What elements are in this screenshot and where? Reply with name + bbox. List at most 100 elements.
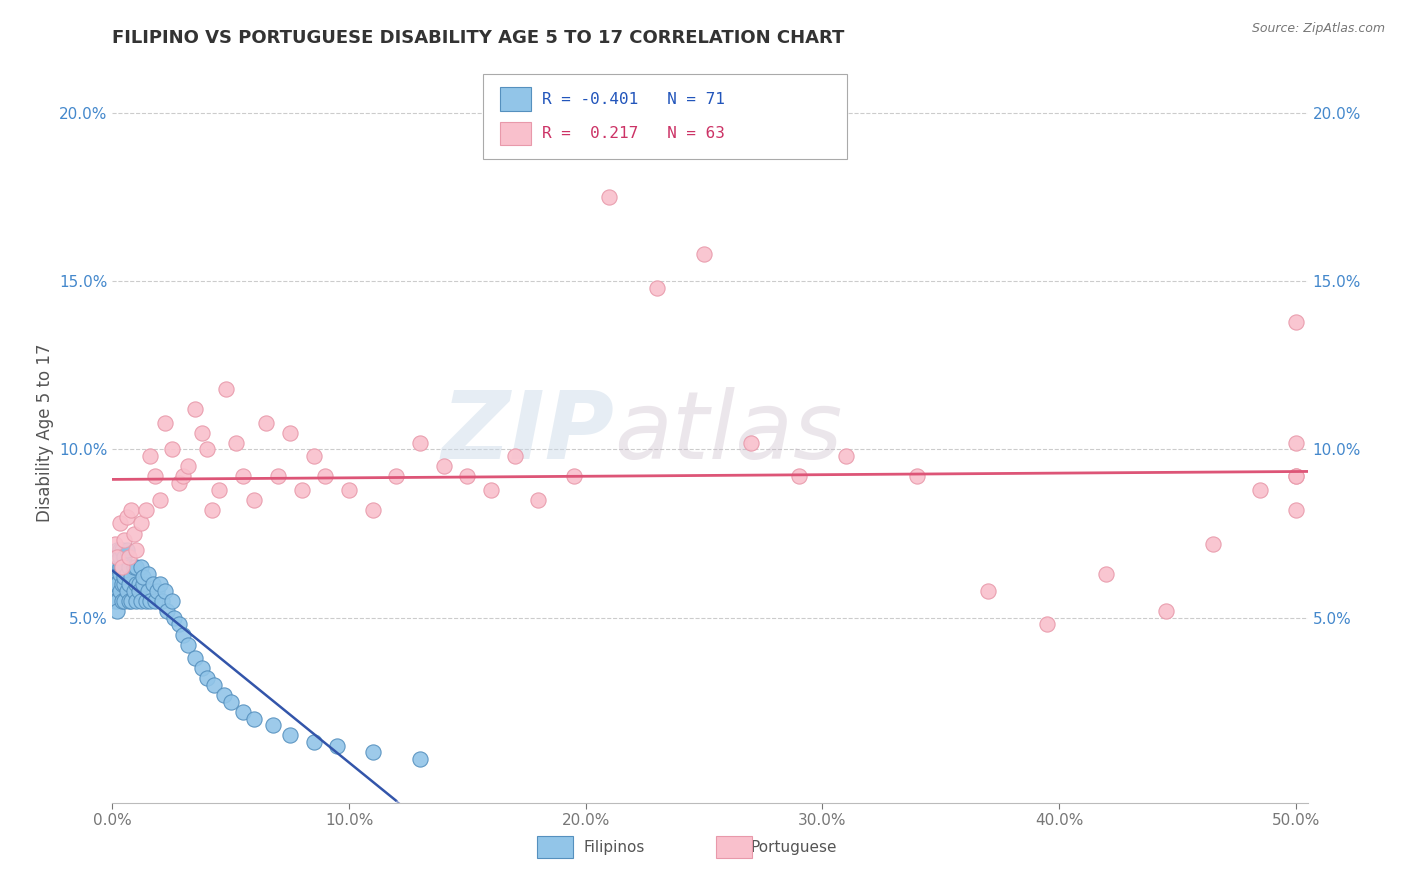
Point — [337, 483, 360, 497]
Point — [409, 752, 432, 766]
Point — [146, 583, 169, 598]
Point — [1154, 604, 1177, 618]
Point — [1202, 536, 1225, 550]
Point — [118, 577, 141, 591]
Point — [184, 651, 207, 665]
Point — [149, 577, 172, 591]
Point — [232, 705, 254, 719]
Point — [129, 594, 152, 608]
Point — [111, 560, 134, 574]
Text: FILIPINO VS PORTUGUESE DISABILITY AGE 5 TO 17 CORRELATION CHART: FILIPINO VS PORTUGUESE DISABILITY AGE 5 … — [112, 29, 845, 47]
Point — [212, 688, 235, 702]
Point — [136, 566, 159, 581]
Point — [120, 594, 142, 608]
Point — [160, 442, 183, 457]
Point — [125, 577, 148, 591]
Point — [232, 469, 254, 483]
Point — [201, 503, 224, 517]
Point — [527, 492, 550, 507]
Point — [835, 449, 858, 463]
Point — [254, 416, 277, 430]
Point — [361, 503, 384, 517]
Point — [112, 550, 135, 565]
Point — [132, 570, 155, 584]
Point — [108, 566, 131, 581]
Point — [128, 577, 150, 591]
Point — [108, 516, 131, 531]
Point — [243, 492, 266, 507]
Point — [149, 492, 172, 507]
Point — [105, 560, 128, 574]
Point — [1095, 566, 1118, 581]
Point — [112, 594, 135, 608]
Text: Filipinos: Filipinos — [583, 839, 645, 855]
Point — [1285, 435, 1308, 450]
Point — [202, 678, 225, 692]
Point — [115, 543, 138, 558]
Point — [167, 476, 190, 491]
Point — [104, 594, 127, 608]
Point — [120, 503, 142, 517]
Point — [135, 503, 157, 517]
Point — [195, 442, 218, 457]
Text: Source: ZipAtlas.com: Source: ZipAtlas.com — [1251, 22, 1385, 36]
Point — [105, 543, 128, 558]
Point — [562, 469, 585, 483]
Point — [115, 509, 138, 524]
Point — [409, 435, 432, 450]
Point — [122, 526, 145, 541]
Point — [177, 638, 200, 652]
Point — [243, 712, 266, 726]
Point — [208, 483, 231, 497]
Point — [167, 617, 190, 632]
Point — [278, 425, 301, 440]
Point — [104, 577, 127, 591]
Point — [108, 550, 131, 565]
Point — [433, 459, 456, 474]
Bar — [499, 121, 531, 145]
Point — [112, 577, 135, 591]
Point — [105, 577, 128, 591]
Point — [136, 583, 159, 598]
Point — [267, 469, 290, 483]
Point — [111, 594, 134, 608]
Point — [112, 533, 135, 548]
Point — [129, 560, 152, 574]
Point — [645, 281, 668, 295]
Bar — [499, 87, 531, 111]
Point — [172, 469, 194, 483]
Bar — [537, 836, 572, 858]
Point — [479, 483, 502, 497]
Point — [503, 449, 526, 463]
Y-axis label: Disability Age 5 to 17: Disability Age 5 to 17 — [37, 343, 55, 522]
Point — [195, 671, 218, 685]
Point — [111, 543, 134, 558]
Point — [153, 416, 176, 430]
Point — [172, 627, 194, 641]
Point — [905, 469, 928, 483]
Point — [291, 483, 314, 497]
Point — [191, 661, 214, 675]
Point — [314, 469, 336, 483]
Point — [1285, 469, 1308, 483]
Point — [278, 729, 301, 743]
Point — [740, 435, 762, 450]
Point — [142, 577, 165, 591]
FancyBboxPatch shape — [484, 73, 848, 159]
Point — [104, 583, 127, 598]
Point — [977, 583, 1000, 598]
Point — [215, 382, 238, 396]
Point — [1249, 483, 1271, 497]
Point — [143, 594, 166, 608]
Point — [1285, 469, 1308, 483]
Point — [225, 435, 247, 450]
Point — [184, 402, 207, 417]
Point — [1285, 503, 1308, 517]
Point — [143, 469, 166, 483]
Point — [153, 583, 176, 598]
Point — [219, 695, 242, 709]
Point — [361, 745, 384, 759]
Point — [787, 469, 810, 483]
Point — [105, 550, 128, 565]
Point — [262, 718, 284, 732]
